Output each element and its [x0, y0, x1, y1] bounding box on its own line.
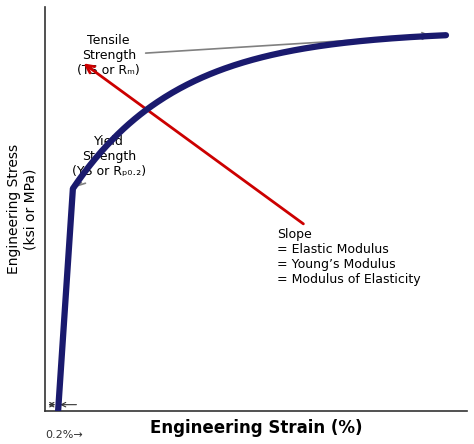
Text: Slope
= Elastic Modulus
= Young’s Modulus
= Modulus of Elasticity: Slope = Elastic Modulus = Young’s Modulu… [86, 65, 421, 286]
X-axis label: Engineering Strain (%): Engineering Strain (%) [150, 419, 363, 437]
Y-axis label: Engineering Stress
(ksi or MPa): Engineering Stress (ksi or MPa) [7, 144, 37, 274]
Text: Yield
Strength
(YS or Rₚ₀.₂): Yield Strength (YS or Rₚ₀.₂) [72, 135, 146, 186]
Text: Tensile
Strength
(TS or Rₘ): Tensile Strength (TS or Rₘ) [77, 32, 428, 77]
Text: 0.2%→: 0.2%→ [46, 430, 83, 440]
